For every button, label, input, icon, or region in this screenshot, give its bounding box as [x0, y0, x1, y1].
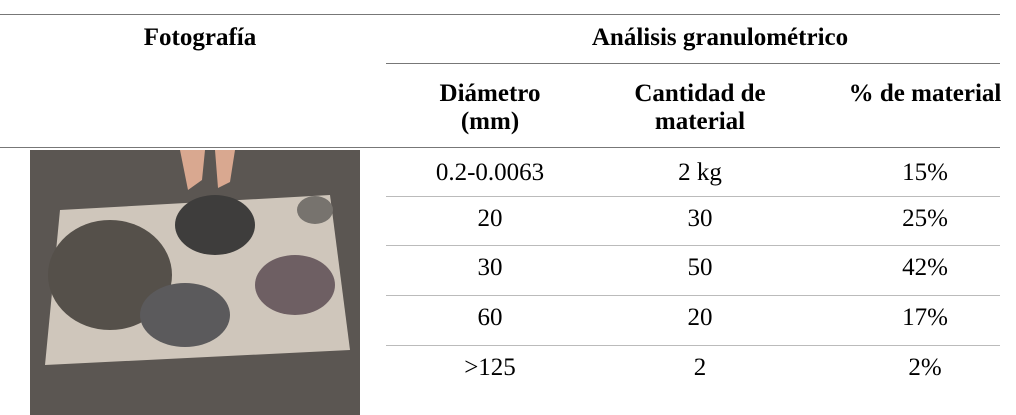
column-header: Cantidad de material	[634, 80, 766, 135]
top-rule	[0, 14, 1000, 15]
cell: >125	[464, 354, 516, 381]
cell: 2%	[908, 354, 942, 381]
cell: 15%	[902, 159, 948, 186]
column-header: % de material	[848, 80, 1002, 107]
cell: 17%	[902, 304, 948, 331]
photo	[30, 150, 360, 415]
row-rule	[386, 245, 1000, 246]
header-rule	[0, 147, 1000, 148]
row-rule	[386, 295, 1000, 296]
column-header: Diámetro (mm)	[439, 80, 541, 135]
cell: 30	[687, 205, 713, 232]
cell: 25%	[902, 205, 948, 232]
cell: 20	[477, 205, 503, 232]
group-rule	[386, 63, 1000, 64]
cell: 30	[477, 254, 503, 281]
cell: 2 kg	[678, 159, 722, 186]
row-rule	[386, 196, 1000, 197]
cell: 0.2-0.0063	[435, 159, 545, 186]
cell: 50	[687, 254, 713, 281]
cell: 42%	[902, 254, 948, 281]
cell: 2	[693, 354, 707, 381]
photo-header: Fotografía	[143, 24, 257, 51]
cell: 20	[687, 304, 713, 331]
row-rule	[386, 345, 1000, 346]
group-header: Análisis granulométrico	[591, 24, 849, 51]
cell: 60	[477, 304, 503, 331]
